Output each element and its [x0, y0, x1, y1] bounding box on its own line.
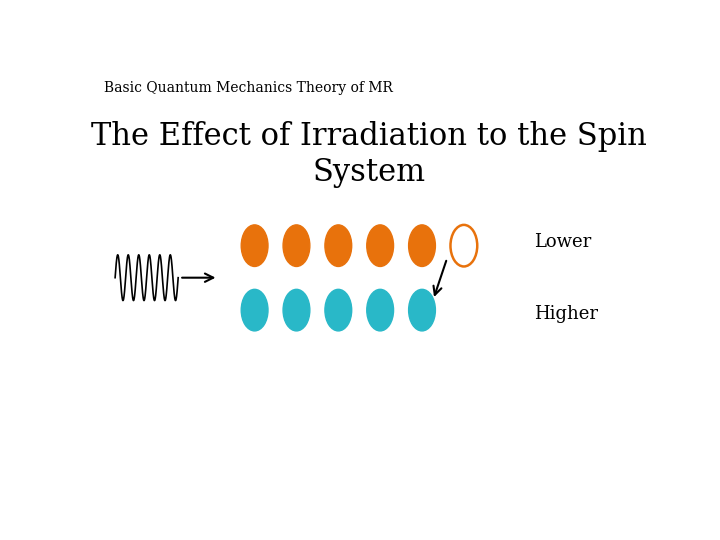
Ellipse shape	[451, 225, 477, 266]
Text: Lower: Lower	[534, 233, 591, 251]
Ellipse shape	[409, 225, 436, 266]
Ellipse shape	[241, 289, 268, 331]
Ellipse shape	[325, 225, 351, 266]
Ellipse shape	[241, 225, 268, 266]
Text: Higher: Higher	[534, 305, 598, 323]
Text: Basic Quantum Mechanics Theory of MR: Basic Quantum Mechanics Theory of MR	[104, 82, 393, 96]
Ellipse shape	[409, 289, 436, 331]
Text: The Effect of Irradiation to the Spin
System: The Effect of Irradiation to the Spin Sy…	[91, 121, 647, 188]
Ellipse shape	[366, 225, 394, 266]
Ellipse shape	[366, 289, 394, 331]
Ellipse shape	[283, 289, 310, 331]
Ellipse shape	[283, 225, 310, 266]
Ellipse shape	[325, 289, 351, 331]
